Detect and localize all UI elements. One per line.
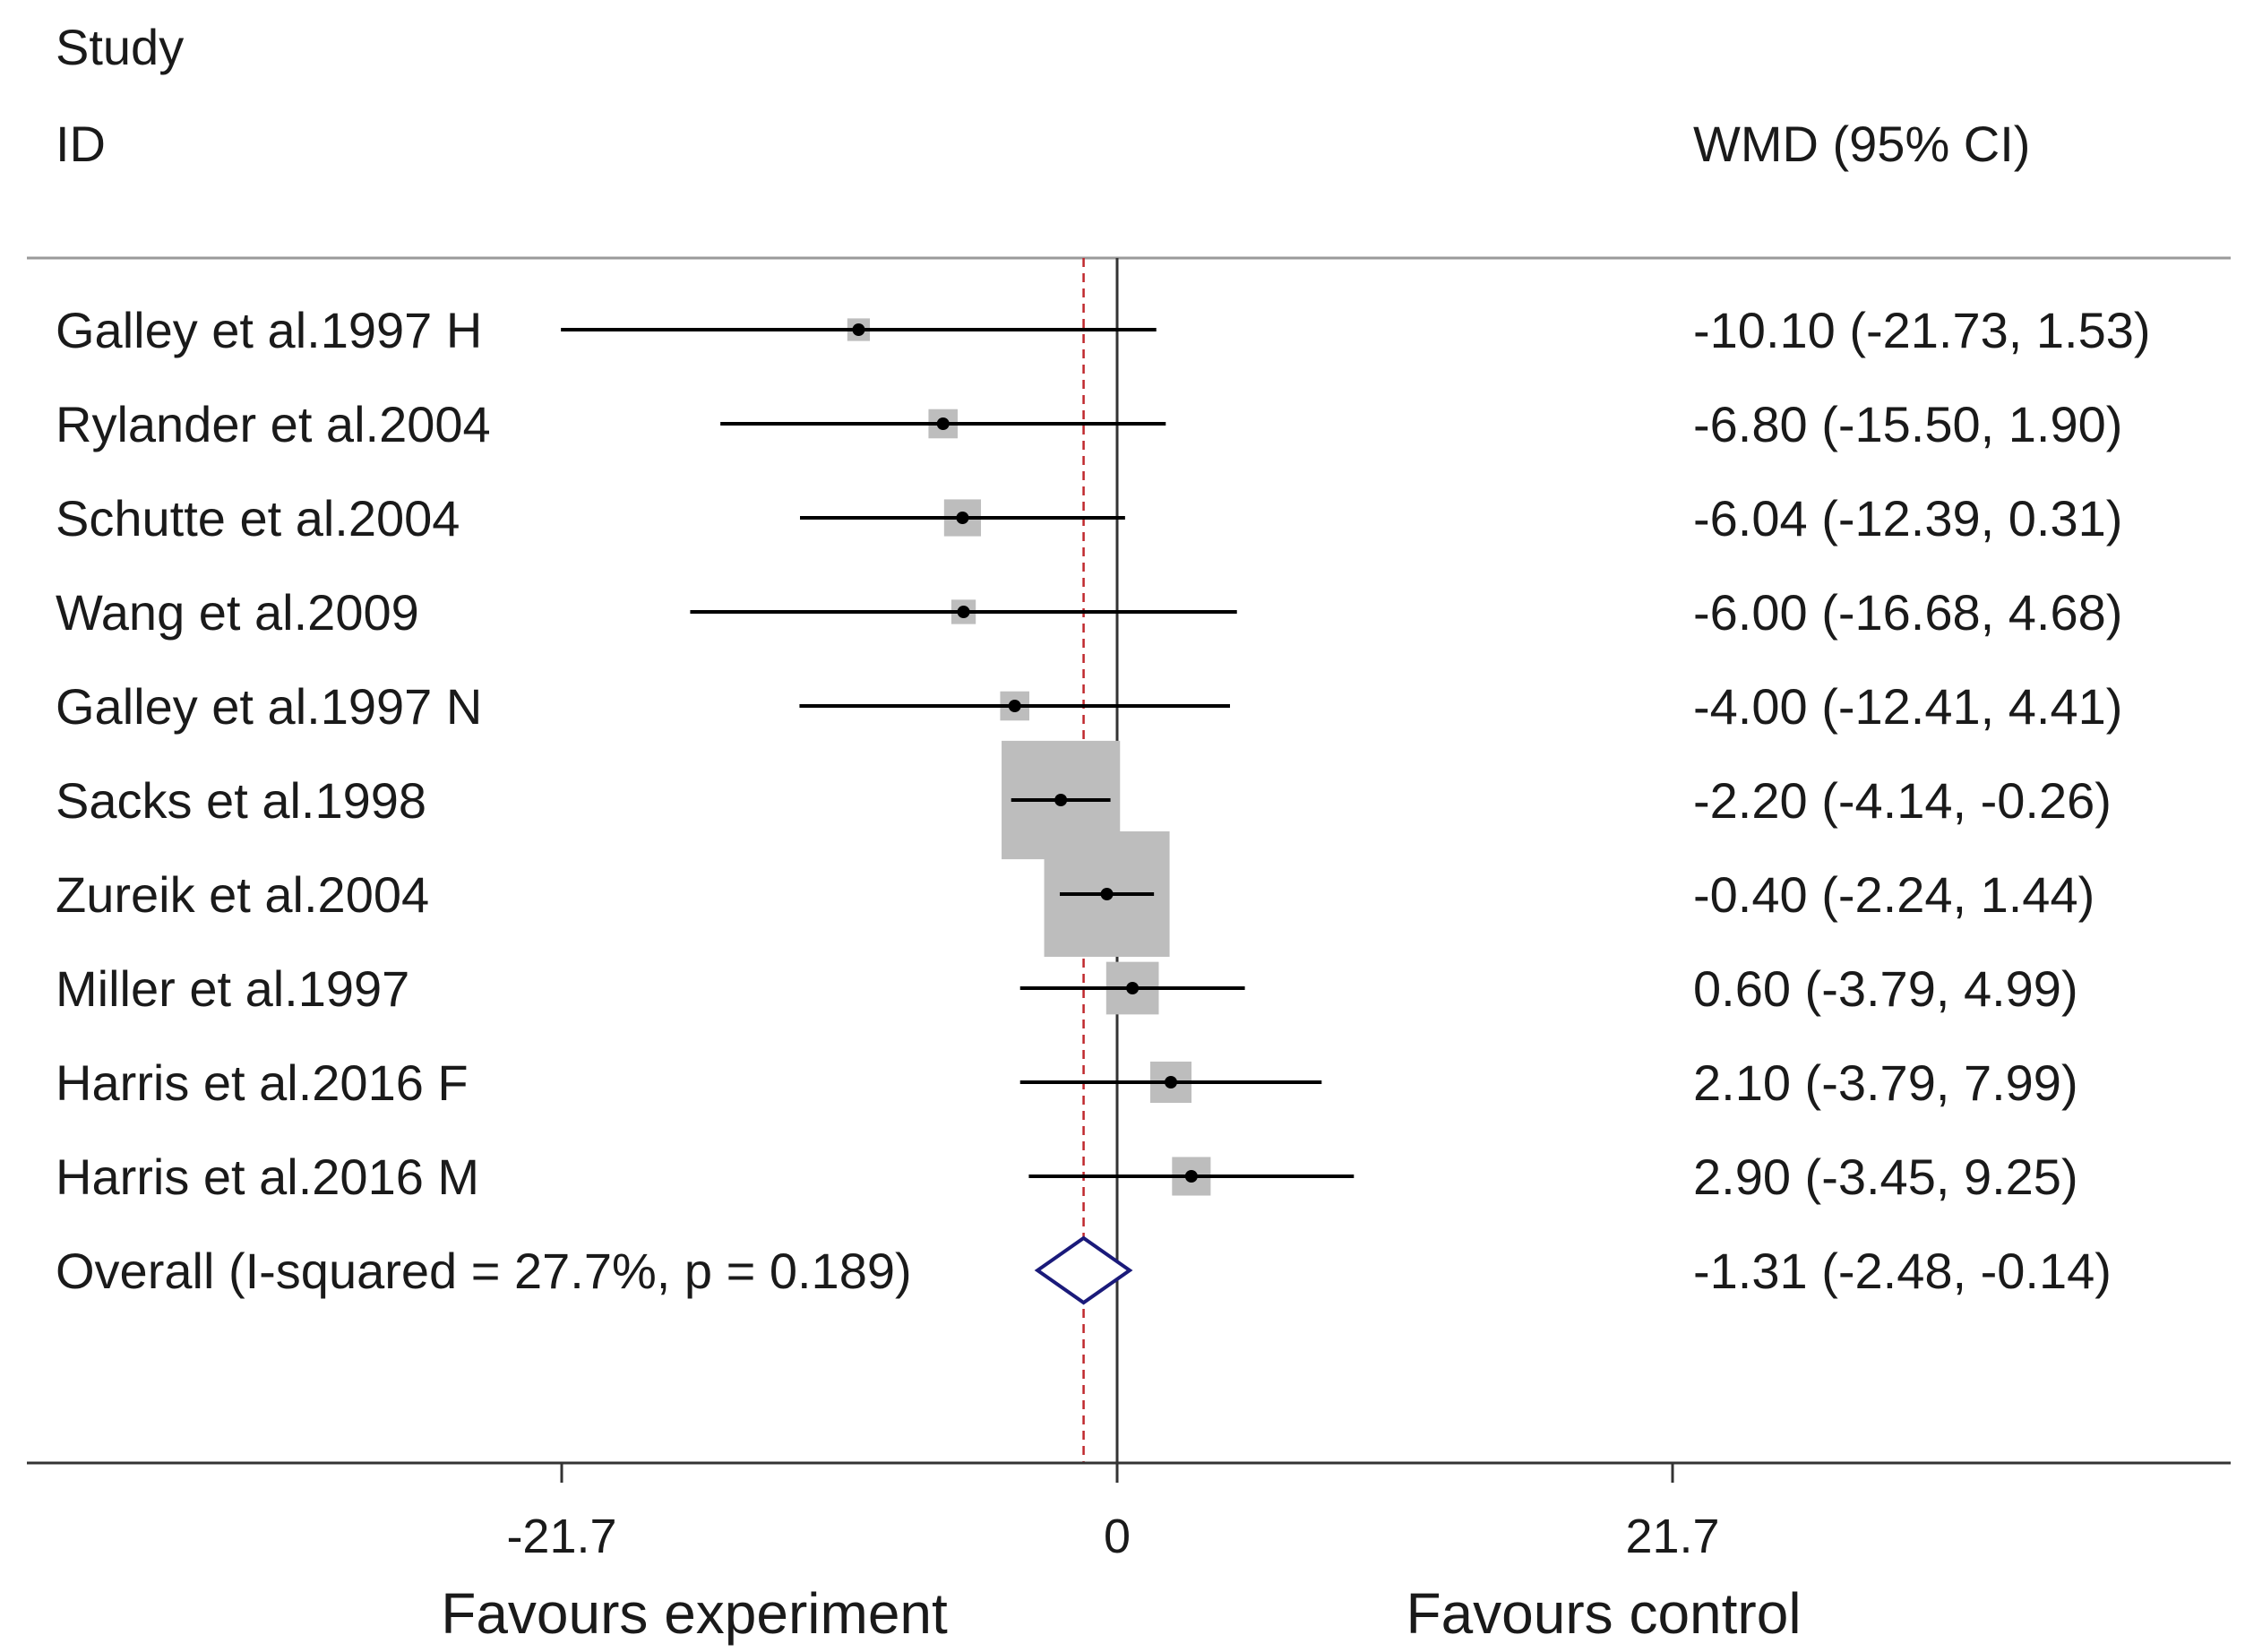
study-ci-text: -6.00 (-16.68, 4.68) (1693, 584, 2122, 641)
study-ci-text: 2.10 (-3.79, 7.99) (1693, 1054, 2078, 1111)
header-effect: WMD (95% CI) (1693, 116, 2030, 172)
study-ci-text: 2.90 (-3.45, 9.25) (1693, 1149, 2078, 1205)
x-ticks: -21.7 0 21.7 (506, 1463, 1720, 1563)
overall-ci-text: -1.31 (-2.48, -0.14) (1693, 1243, 2112, 1299)
header-id: ID (56, 116, 106, 172)
study-ci-text: -10.10 (-21.73, 1.53) (1693, 302, 2151, 358)
study-label: Wang et al.2009 (56, 584, 419, 641)
study-label: Zureik et al.2004 (56, 866, 429, 923)
point-estimate (936, 417, 950, 430)
point-estimate (1054, 794, 1068, 806)
study-label: Harris et al.2016 M (56, 1149, 479, 1205)
point-estimate (1184, 1170, 1198, 1183)
overall-label: Overall (I-squared = 27.7%, p = 0.189) (56, 1243, 912, 1299)
study-rows: Galley et al.1997 H -10.10 (-21.73, 1.53)… (56, 302, 2151, 1299)
tick-label: 21.7 (1625, 1510, 1719, 1563)
point-estimate (957, 606, 970, 618)
overall-diamond (1034, 1235, 1133, 1305)
study-ci-text: 0.60 (-3.79, 4.99) (1693, 960, 2078, 1017)
study-label: Schutte et al.2004 (56, 490, 460, 546)
point-estimate (1165, 1076, 1177, 1088)
point-estimate (956, 512, 969, 524)
study-label: Galley et al.1997 N (56, 678, 482, 735)
study-ci-text: -0.40 (-2.24, 1.44) (1693, 866, 2094, 923)
x-label-favours-experiment: Favours experiment (441, 1581, 948, 1646)
tick-label: 0 (1104, 1510, 1131, 1563)
study-ci-text: -6.80 (-15.50, 1.90) (1693, 396, 2122, 452)
point-estimate (1126, 982, 1140, 994)
study-label: Sacks et al.1998 (56, 772, 426, 829)
study-ci-text: -4.00 (-12.41, 4.41) (1693, 678, 2122, 735)
study-label: Harris et al.2016 F (56, 1054, 469, 1111)
study-ci-text: -6.04 (-12.39, 0.31) (1693, 490, 2122, 546)
study-label: Rylander et al.2004 (56, 396, 491, 452)
tick-label: -21.7 (506, 1510, 616, 1563)
point-estimate (1008, 700, 1021, 712)
point-estimate (852, 323, 865, 336)
point-estimate (1100, 888, 1114, 900)
x-label-favours-control: Favours control (1406, 1581, 1801, 1646)
study-label: Miller et al.1997 (56, 960, 409, 1017)
plot-marks (561, 258, 1355, 1463)
study-ci-text: -2.20 (-4.14, -0.26) (1693, 772, 2112, 829)
header-study: Study (56, 19, 184, 75)
study-label: Galley et al.1997 H (56, 302, 482, 358)
